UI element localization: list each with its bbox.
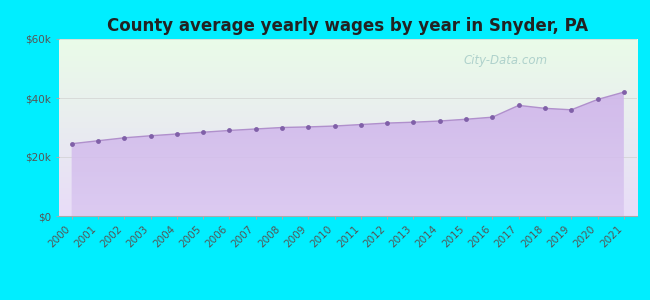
Title: County average yearly wages by year in Snyder, PA: County average yearly wages by year in S…: [107, 17, 588, 35]
Text: City-Data.com: City-Data.com: [463, 54, 547, 67]
